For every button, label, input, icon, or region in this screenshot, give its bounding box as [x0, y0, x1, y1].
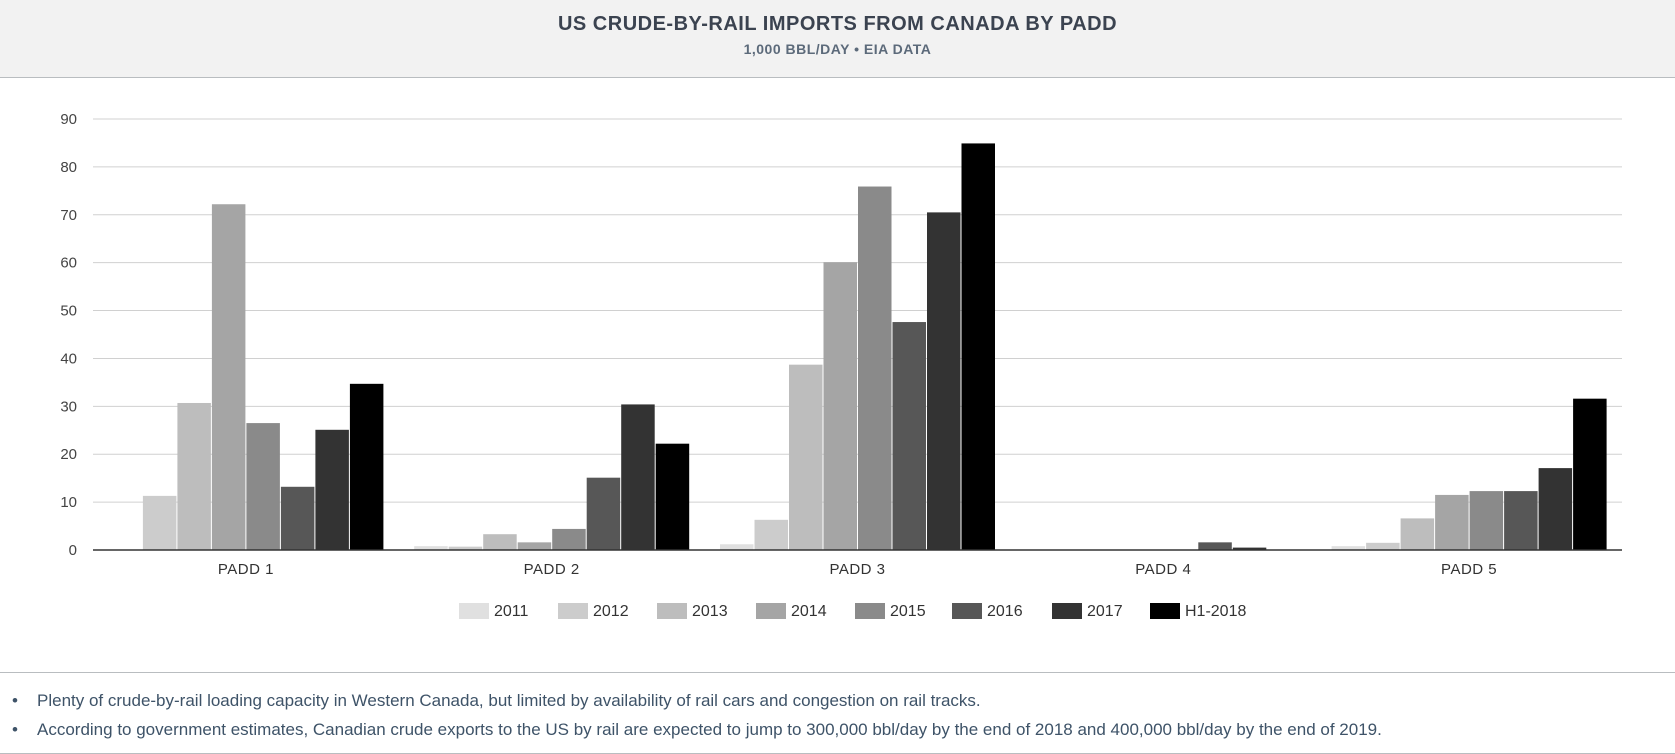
- bar: [961, 143, 995, 550]
- bar: [1538, 468, 1573, 550]
- legend-label: 2011: [494, 603, 529, 620]
- bar: [246, 423, 280, 550]
- bar: [1469, 491, 1504, 550]
- bar: [789, 364, 823, 550]
- legend-label: 2017: [1087, 603, 1123, 620]
- y-tick-label: 60: [60, 255, 77, 272]
- x-tick-label: PADD 1: [218, 561, 274, 578]
- legend-swatch: [1150, 603, 1180, 619]
- legend-swatch: [1052, 603, 1082, 619]
- bar: [621, 404, 655, 550]
- y-tick-label: 10: [60, 494, 77, 511]
- y-tick-label: 30: [60, 398, 77, 415]
- legend-label: 2014: [791, 603, 827, 620]
- bar: [211, 204, 246, 550]
- bar: [349, 383, 384, 550]
- y-tick-label: 40: [60, 350, 77, 367]
- bullet-icon: •: [12, 720, 18, 739]
- x-tick-label: PADD 2: [524, 561, 580, 578]
- bar: [1366, 542, 1400, 550]
- y-tick-label: 70: [60, 207, 77, 224]
- bar: [892, 322, 926, 550]
- bullet-icon: •: [12, 691, 18, 710]
- legend-swatch: [855, 603, 885, 619]
- chart-subtitle: 1,000 BBL/DAY • EIA DATA: [743, 41, 932, 57]
- bar: [552, 528, 586, 550]
- bar: [586, 477, 621, 550]
- bar: [414, 546, 448, 550]
- bar: [720, 544, 754, 550]
- y-tick-label: 0: [69, 542, 77, 559]
- legend-swatch: [756, 603, 786, 619]
- legend-label: H1-2018: [1185, 603, 1246, 620]
- legend-swatch: [657, 603, 687, 619]
- bar: [483, 534, 517, 550]
- y-tick-label: 20: [60, 446, 77, 463]
- note-text: Plenty of crude-by-rail loading capacity…: [37, 691, 981, 710]
- note-text: According to government estimates, Canad…: [37, 720, 1382, 739]
- bar: [655, 443, 690, 550]
- y-tick-label: 80: [60, 159, 77, 176]
- bar: [1198, 542, 1232, 550]
- bar: [1435, 494, 1469, 550]
- bar: [517, 542, 552, 550]
- bar: [1504, 491, 1538, 550]
- bar: [280, 486, 315, 550]
- legend-swatch: [558, 603, 588, 619]
- note-item: • Plenty of crude-by-rail loading capacit…: [12, 691, 981, 711]
- bar: [315, 429, 349, 550]
- y-tick-label: 50: [60, 303, 77, 320]
- x-tick-label: PADD 3: [829, 561, 885, 578]
- notes-section: • Plenty of crude-by-rail loading capacit…: [0, 672, 1675, 754]
- chart-title: US CRUDE-BY-RAIL IMPORTS FROM CANADA BY …: [557, 13, 1118, 35]
- bar: [927, 212, 961, 550]
- x-tick-label: PADD 4: [1135, 561, 1191, 578]
- legend-label: 2016: [987, 603, 1023, 620]
- bar: [823, 262, 857, 550]
- bar: [1400, 518, 1435, 550]
- bar: [1232, 547, 1267, 550]
- legend-label: 2012: [593, 603, 629, 620]
- bar: [1331, 546, 1366, 550]
- bar: [448, 546, 483, 550]
- bar: [177, 402, 211, 550]
- bar: [858, 186, 892, 551]
- y-tick-label: 90: [60, 111, 77, 128]
- legend-swatch: [952, 603, 982, 619]
- legend-label: 2013: [692, 603, 728, 620]
- bar: [1573, 398, 1607, 550]
- legend-swatch: [459, 603, 489, 619]
- bar: [142, 495, 177, 550]
- legend-label: 2015: [890, 603, 926, 620]
- chart-header: US CRUDE-BY-RAIL IMPORTS FROM CANADA BY …: [0, 0, 1675, 78]
- x-tick-label: PADD 5: [1441, 561, 1497, 578]
- bar: [754, 519, 788, 550]
- note-item: • According to government estimates, Cana…: [12, 720, 1382, 740]
- bar-chart: 0 10 20 30 40 50 60 70 80 90 PADD 1 PADD 2 PADD 3 PAD…: [60, 111, 1622, 620]
